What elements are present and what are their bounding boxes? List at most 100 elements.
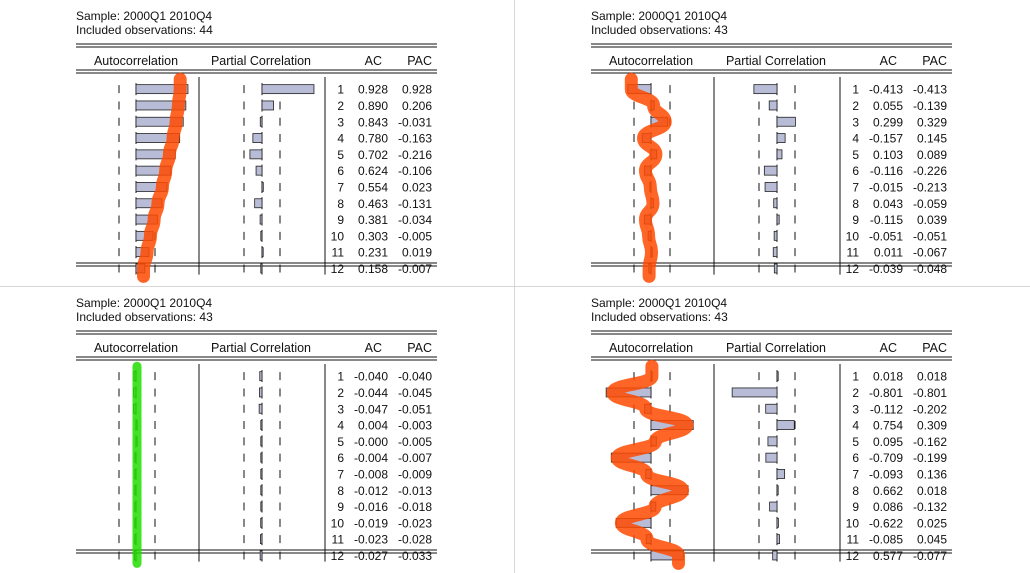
ac-value-label: 0.095 [873, 435, 903, 449]
ac-value-label: -0.044 [354, 386, 388, 400]
sample-text: Sample: 2000Q1 2010Q4 [76, 9, 213, 23]
pac-value-label: -0.077 [913, 549, 947, 563]
lag-label: 3 [852, 115, 859, 129]
ac-value-label: 0.043 [873, 197, 903, 211]
pac-value-label: -0.009 [398, 467, 432, 481]
ac-value-label: 0.754 [873, 419, 903, 433]
lag-label: 4 [852, 132, 859, 146]
lag-label: 8 [852, 197, 859, 211]
pac-value-label: -0.048 [913, 262, 947, 276]
lag-label: 7 [852, 467, 859, 481]
ac-value-label: 0.463 [358, 197, 388, 211]
pac-bar [259, 116, 263, 127]
lag-label: 10 [846, 516, 860, 530]
ac-value-label: 0.624 [358, 164, 388, 178]
lag-label: 9 [852, 213, 859, 227]
lag-label: 3 [852, 402, 859, 416]
ac-value-label: 0.004 [358, 419, 388, 433]
pac-bar [258, 403, 263, 414]
pac-column-header: PAC [407, 341, 432, 355]
ac-value-label: -0.115 [870, 213, 903, 227]
pac-value-label: -0.023 [398, 516, 432, 530]
correlogram-svg-4: Autocorrelation Partial Correlation AC PAC 1… [591, 330, 952, 570]
lag-label: 1 [852, 83, 859, 97]
lag-label: 4 [337, 132, 344, 146]
pac-value-label: -0.163 [398, 132, 432, 146]
pac-value-label: 0.018 [917, 484, 947, 498]
lag-label: 8 [337, 484, 344, 498]
ac-value-label: -0.801 [869, 386, 903, 400]
lag-label: 7 [337, 467, 344, 481]
lag-label: 2 [337, 99, 344, 113]
pac-bar [776, 149, 783, 160]
pac-bar [772, 247, 778, 258]
pac-bar [261, 100, 274, 111]
pac-bar [773, 263, 778, 274]
correlogram-svg-2: Autocorrelation Partial Correlation AC PAC 1… [591, 43, 952, 283]
ac-value-label: -0.015 [869, 180, 903, 194]
ac-value-label: -0.093 [869, 467, 903, 481]
pac-bar [252, 133, 263, 143]
lag-label: 5 [852, 148, 859, 162]
pac-bar [261, 182, 264, 192]
pac-value-label: -0.226 [913, 164, 947, 178]
ac-value-label: -0.112 [870, 402, 903, 416]
pac-value-label: 0.309 [917, 419, 947, 433]
pac-value-label: 0.136 [917, 467, 947, 481]
ac-value-label: -0.027 [354, 549, 388, 563]
ac-value-label: 0.011 [874, 246, 903, 260]
pac-value-label: -0.028 [398, 533, 432, 547]
pac-bar [769, 501, 778, 512]
pac-bar [260, 485, 263, 496]
pac-bar [776, 534, 780, 545]
ac-value-label: -0.051 [869, 229, 903, 243]
pac-value-label: -0.067 [913, 246, 947, 260]
lag-label: 10 [331, 229, 345, 243]
ac-bar [135, 116, 184, 127]
lag-label: 2 [852, 99, 859, 113]
pac-bar [776, 214, 780, 225]
lag-label: 8 [337, 197, 344, 211]
lag-label: 8 [852, 484, 859, 498]
pac-bar [776, 517, 779, 528]
lag-label: 5 [337, 435, 344, 449]
ac-column-header: AC [365, 54, 382, 68]
lag-label: 4 [852, 419, 859, 433]
ac-value-label: -0.016 [354, 500, 388, 514]
pac-bar [753, 84, 778, 95]
lag-label: 10 [846, 229, 860, 243]
pac-value-label: 0.928 [402, 83, 432, 97]
pac-bar [776, 371, 779, 382]
autocorrelation-header: Autocorrelation [609, 54, 693, 68]
pac-value-label: -0.005 [398, 435, 432, 449]
pac-value-label: -0.199 [913, 451, 947, 465]
pac-value-label: -0.045 [398, 386, 432, 400]
pac-value-label: -0.040 [398, 370, 432, 384]
pac-bar [260, 469, 263, 479]
ac-value-label: -0.000 [354, 435, 388, 449]
sample-text: Sample: 2000Q1 2010Q4 [591, 9, 728, 23]
pac-bar [260, 420, 263, 430]
correlogram-panel-2: Sample: 2000Q1 2010Q4 Included observati… [515, 0, 1030, 286]
pac-value-label: -0.413 [913, 83, 947, 97]
ac-column-header: AC [880, 54, 897, 68]
pac-bar [260, 534, 263, 545]
ac-value-label: -0.012 [354, 484, 388, 498]
pac-bar [260, 230, 263, 241]
ac-value-label: 0.381 [358, 213, 388, 227]
observations-text: Included observations: 43 [591, 23, 728, 37]
pac-value-label: 0.089 [917, 148, 947, 162]
ac-value-label: -0.709 [869, 451, 903, 465]
ac-value-label: 0.158 [358, 262, 388, 276]
pac-column-header: PAC [922, 341, 947, 355]
pac-value-label: -0.051 [913, 229, 947, 243]
lag-label: 6 [852, 164, 859, 178]
lag-label: 12 [846, 549, 860, 563]
autocorrelation-header: Autocorrelation [94, 341, 178, 355]
ac-value-label: 0.055 [873, 99, 903, 113]
lag-label: 1 [337, 370, 344, 384]
highlight-annotation-stroke [624, 72, 672, 283]
pac-bar [776, 469, 786, 479]
ac-value-label: 0.702 [358, 148, 388, 162]
pac-value-label: -0.131 [398, 197, 432, 211]
